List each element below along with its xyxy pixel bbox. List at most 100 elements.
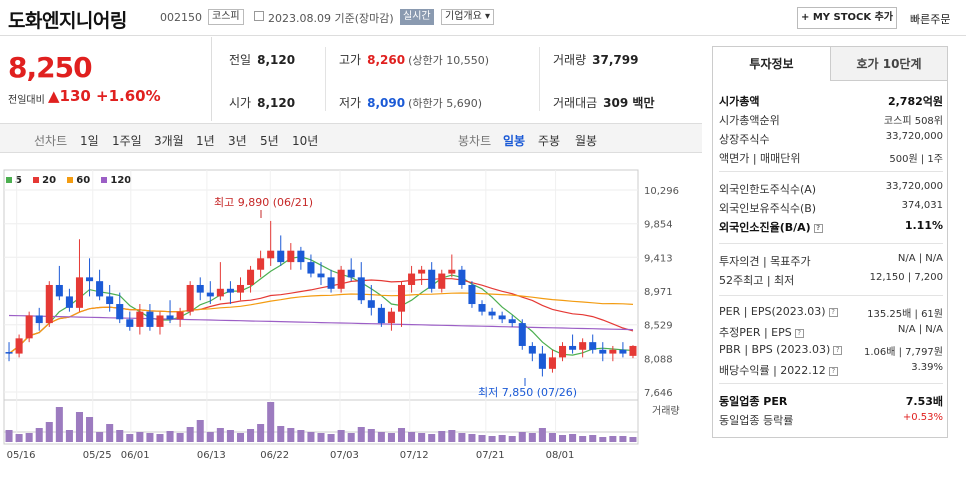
info-label: 외국인한도주식수(A) [719,183,817,196]
candle-chart-label: 봉차트 [458,134,492,148]
volume-bar [458,433,466,442]
y-tick-label: 8,088 [644,354,673,365]
info-label: 52주최고 | 최저 [719,274,795,287]
tab-1y[interactable]: 1년 [196,134,215,148]
volume-bar [589,435,597,442]
tab-3y[interactable]: 3년 [228,134,247,148]
candle-body [126,319,134,327]
help-icon[interactable]: ? [813,223,823,233]
volume-bar [508,436,516,442]
volume-bar [116,430,124,442]
candle-body [216,288,224,297]
tab-1d[interactable]: 1일 [80,134,99,148]
volume-bar [448,430,456,442]
open-price: 시가 8,120 [229,96,296,110]
tab-1w[interactable]: 1주일 [112,134,142,148]
info-value: 374,031 [901,200,943,211]
help-icon[interactable]: ? [794,328,804,338]
divider [719,383,943,384]
candle-body [45,284,53,324]
volume-bar [428,434,436,442]
volume-bar [599,437,607,442]
tab-weekly[interactable]: 주봉 [538,134,561,148]
candle-body [428,269,436,289]
chart-tabs: 선차트 1일 1주일 3개월 1년 3년 5년 10년 봉차트 일봉 주봉 월봉 [0,123,702,153]
volume-bar [579,436,587,442]
quick-order-link[interactable]: 빠른주문 [910,13,951,26]
x-tick-label: 06/01 [121,450,150,461]
low-annotation: 최저 7,850 (07/26) [478,386,577,399]
info-value: N/A | N/A [897,324,943,335]
company-info-button[interactable]: 기업개요 ▾ [441,9,494,25]
y-tick-label: 7,646 [644,388,673,399]
info-row: 외국인소진율(B/A)? 1.11% [719,219,943,235]
candle-body [55,284,63,297]
volume-bar [357,427,365,442]
volume-bar [569,434,577,442]
info-row: PBR | BPS (2023.03)? 1.06배 | 7,797원 [719,343,943,359]
info-label: PER | EPS(2023.03)? [719,305,838,318]
legend-swatch [101,177,108,183]
help-icon[interactable]: ? [828,307,838,317]
candle-body [559,345,567,358]
legend-swatch [67,177,74,183]
info-label: 상장주식수 [719,133,770,146]
candlestick-chart[interactable]: 10,296 9,854 9,413 8,971 8,529 8,088 7,646 05/1… [0,166,702,486]
y-tick-label: 10,296 [644,186,679,197]
volume-bar [186,427,194,442]
volume-bar [538,428,546,442]
volume-bar [166,431,174,442]
candle-body [397,284,406,312]
candle-body [206,292,214,297]
tab-5y[interactable]: 5년 [260,134,279,148]
volume-bar [236,433,245,442]
volume-bar [478,435,486,442]
divider [539,47,540,111]
candle-body [136,311,144,327]
tab-monthly[interactable]: 월봉 [575,134,598,148]
volume-bar [65,430,73,442]
volume-bar [75,412,83,442]
info-label: 배당수익률 | 2022.12? [719,362,838,378]
volume-bar [277,426,285,442]
candle-body [287,250,295,263]
candle-body [35,315,43,324]
volume-bar [86,417,94,442]
candle-body [448,269,456,274]
live-badge[interactable]: 실시간 [400,9,434,25]
candle-body [418,269,426,274]
info-label: 시가총액순위 [719,114,780,127]
info-value: 7.53배 [905,395,943,408]
add-mystock-button[interactable]: + MY STOCK 추가 [797,7,897,29]
candle-body [518,323,526,346]
info-row: 외국인보유주식수(B) 374,031 [719,200,943,216]
candle-body [548,357,556,369]
legend-ma5: 5 [6,175,22,186]
tab-10y[interactable]: 10년 [292,134,319,148]
volume-bar [367,429,375,442]
candle-body [468,284,476,305]
candle-body [15,338,23,354]
x-tick-label: 06/22 [260,450,289,461]
price-change: ▲130 [48,87,91,105]
tab-3m[interactable]: 3개월 [154,134,184,148]
candle-body [25,315,33,339]
candle-body [327,277,335,289]
tab-orderbook-10[interactable]: 호가 10단계 [830,47,947,81]
help-icon[interactable]: ? [833,345,843,355]
info-value: 코스피 508위 [883,116,943,127]
candle-body [317,273,325,278]
volume-bar [297,430,305,442]
volume-bar [307,432,315,442]
volume-bar [347,433,355,442]
tab-daily[interactable]: 일봉 [503,134,526,148]
help-icon[interactable]: ? [828,366,838,376]
candle-body [367,300,375,308]
volume-bar [126,434,134,442]
candle-body [196,284,204,293]
volume-bar [106,424,114,442]
day-low: 저가 8,090 (하한가 5,690) [339,96,482,110]
tab-investment-info[interactable]: 투자정보 [713,47,830,81]
candle-body [589,342,597,350]
volume-bar [15,434,23,442]
